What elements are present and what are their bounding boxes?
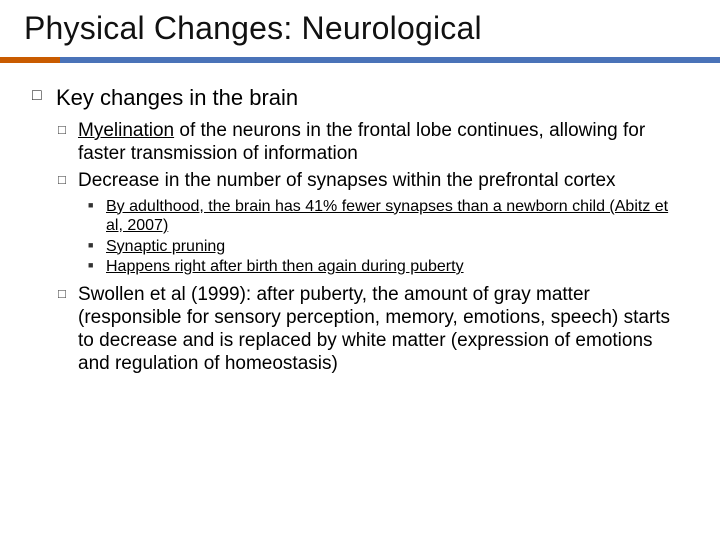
bullet-l3: By adulthood, the brain has 41% fewer sy… [106, 197, 684, 236]
bullet-l3-group: By adulthood, the brain has 41% fewer sy… [78, 197, 684, 277]
slide-body: Key changes in the brain Myelination of … [0, 63, 720, 391]
slide: { "title": "Physical Changes: Neurologic… [0, 0, 720, 540]
bullet-l2: Decrease in the number of synapses withi… [78, 169, 684, 192]
bullet-l2-group: Myelination of the neurons in the fronta… [56, 119, 684, 375]
underlined-term: Myelination [78, 120, 174, 141]
bullet-l3: Happens right after birth then again dur… [106, 257, 684, 277]
bullet-l1: Key changes in the brain [56, 85, 684, 111]
title-area: Physical Changes: Neurological [0, 0, 720, 51]
bullet-l3: Synaptic pruning [106, 237, 684, 257]
slide-title: Physical Changes: Neurological [24, 10, 696, 47]
bullet-l2: Swollen et al (1999): after puberty, the… [78, 283, 684, 376]
bullet-l2: Myelination of the neurons in the fronta… [78, 119, 684, 165]
